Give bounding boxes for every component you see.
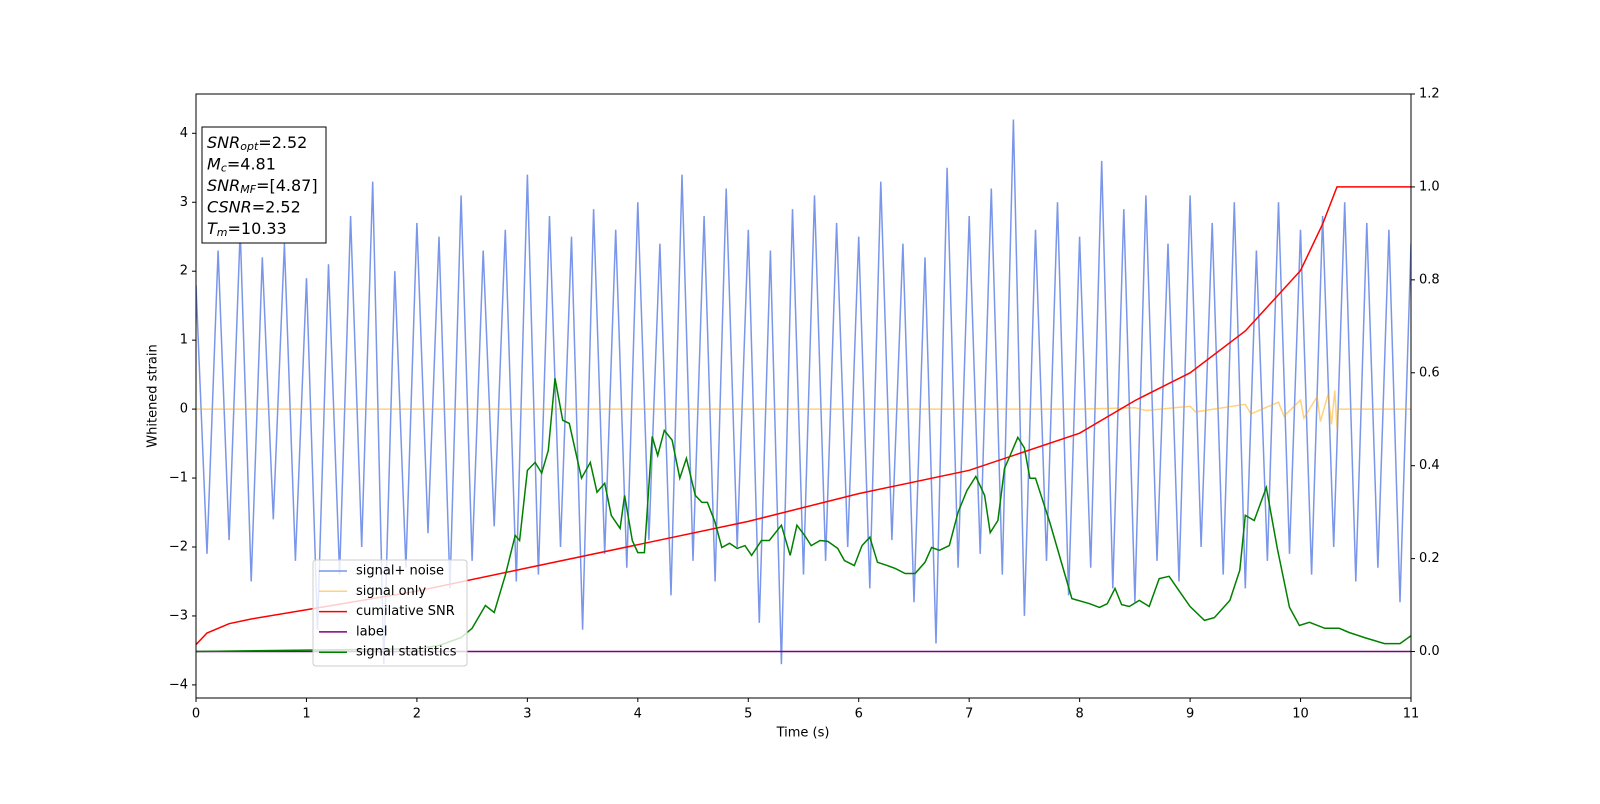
annotation-subscript: MF [240,183,256,196]
x-tick-label: 6 [855,707,863,722]
annotation-frame [201,126,327,244]
annotation-text: =2.52 [258,133,307,152]
annotation: SNRopt=2.52 [207,133,307,154]
y-tick-label: 3 [180,195,188,210]
y-tick-label: 0 [180,402,188,417]
y-tick-label: −4 [169,677,188,692]
x-tick-label: 0 [192,707,200,722]
annotation-subscript: c [221,162,227,175]
legend: signal+ noise signal only cumilative SNR la… [312,559,468,667]
x-tick-label: 5 [744,707,752,722]
annotation-symbol: SNR [207,176,240,195]
x-axis-label: Time (s) [776,726,830,741]
y2-tick-label: 1.2 [1419,87,1440,102]
annotation-symbol: SNR [207,133,240,152]
y2-tick-label: 0.6 [1419,365,1440,380]
annotation: Tm=10.33 [207,219,287,240]
y2-tick-label: 0.2 [1419,551,1440,566]
x-tick-label: 11 [1403,707,1420,722]
legend-label: signal statistics [356,645,457,660]
x-tick-label: 4 [634,707,642,722]
annotation-symbol: T [207,219,218,238]
y2-tick-label: 0.8 [1419,272,1440,287]
y-tick-label: −3 [169,608,188,623]
legend-label: label [356,624,387,639]
series-line [196,186,1411,646]
y2-tick-label: 0.0 [1419,644,1440,659]
legend-label: signal only [356,584,426,599]
y2-tick-label: 1.0 [1419,179,1440,194]
x-tick-label: 9 [1186,707,1194,722]
annotation-text: =4.81 [227,154,276,173]
x-tick-label: 10 [1292,707,1309,722]
x-tick-label: 8 [1075,707,1083,722]
x-tick-label: 2 [413,707,421,722]
y-tick-label: 1 [180,333,188,348]
y-tick-label: −2 [169,540,188,555]
plot-frame [195,93,1412,699]
annotation: Mc=4.81 [207,154,276,175]
series-line [196,378,1411,653]
y-tick-label: 2 [180,264,188,279]
x-tick-label: 1 [302,707,310,722]
x-tick-label: 3 [523,707,531,722]
annotation-symbol: CSNR [207,197,252,216]
y-axis-label: Whitened strain [146,344,161,447]
annotation-text: =[4.87] [256,176,318,195]
annotation-subscript: opt [240,140,259,153]
series-line [196,390,1411,429]
legend-frame [312,559,468,667]
y2-tick-label: 0.4 [1419,458,1440,473]
annotation: CSNR=2.52 [207,197,301,216]
legend-label: cumilative SNR [356,604,455,619]
x-tick-label: 7 [965,707,973,722]
annotation: SNRMF=[4.87] [207,176,318,197]
annotation-subscript: m [217,226,228,239]
y-tick-label: −1 [169,471,188,486]
annotation-text: =2.52 [252,197,301,216]
y-tick-label: 4 [180,126,188,141]
series-line [196,119,1411,665]
annotation-text: =10.33 [228,219,287,238]
annotation-symbol: M [207,154,221,173]
annotation-box: SNRopt=2.52Mc=4.81SNRMF=[4.87]CSNR=2.52T… [201,126,327,244]
legend-label: signal+ noise [356,564,444,579]
